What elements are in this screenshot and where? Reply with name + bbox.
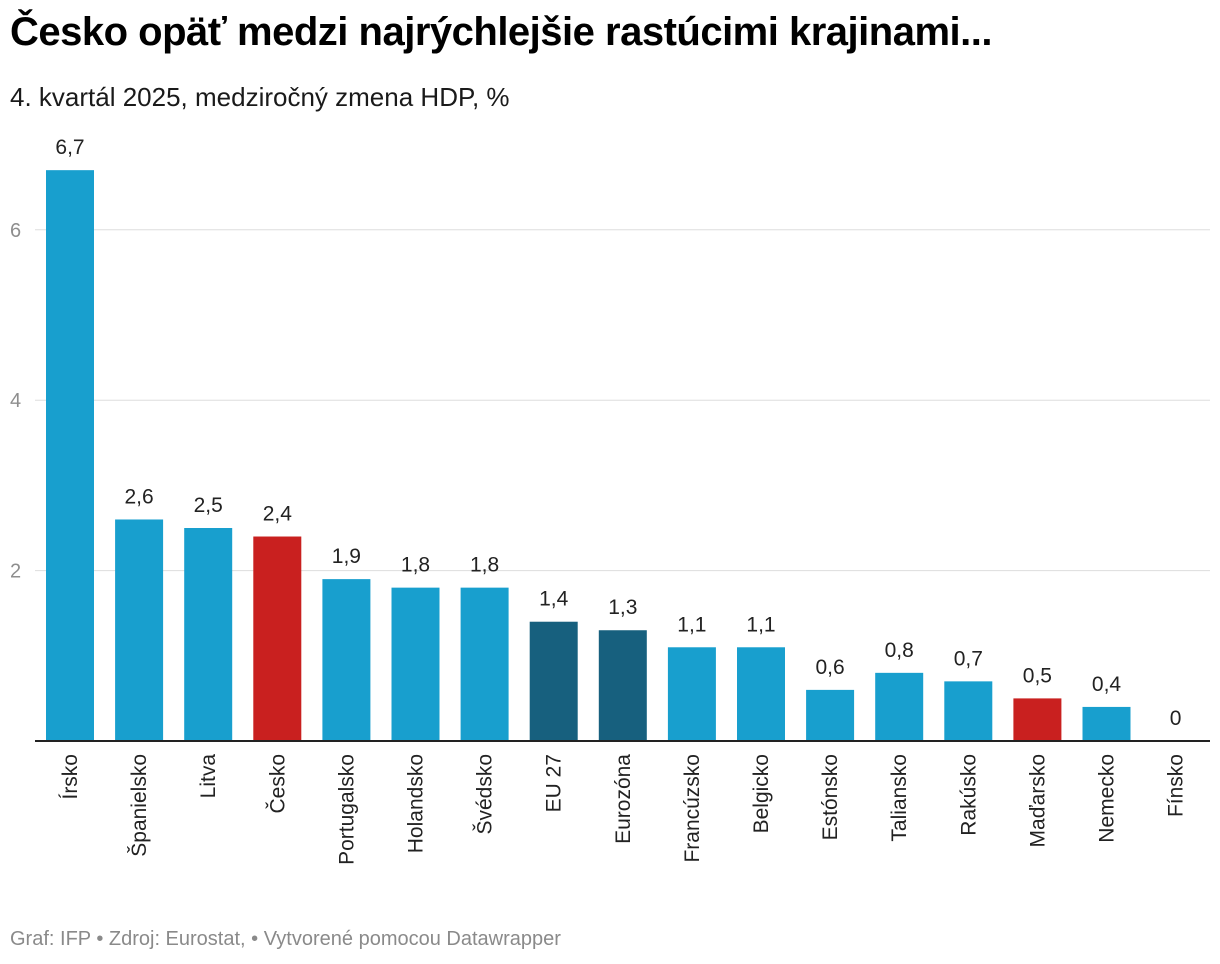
bar [529,621,578,741]
value-label: 1,4 [539,588,569,611]
y-tick-label: 2 [10,561,21,583]
bar [944,681,993,741]
bar-chart: 2 4 6 6,7 Írsko 2,6 Španielsko 2,5 Litva 2,4 Česk… [10,136,1210,865]
value-label: 0,4 [1092,673,1122,696]
bar [184,528,233,741]
bar [1082,706,1131,741]
bar [460,587,509,741]
category-label: Fínsko [1165,754,1188,817]
bar [253,536,302,741]
value-label: 1,9 [332,545,361,568]
category-label: Rakúsko [957,754,980,836]
bar [806,689,855,741]
bar [667,647,716,741]
value-label: 0,6 [815,656,844,679]
category-label: Portugalsko [335,754,358,865]
value-label: 2,5 [194,494,223,517]
category-label: Česko [266,754,289,814]
category-label: Estónsko [819,754,842,840]
bar-layer [46,170,1131,741]
category-label: Nemecko [1096,754,1119,843]
value-label: 1,1 [677,613,706,636]
bar [391,587,440,741]
value-label: 0,5 [1023,664,1052,687]
value-label: 1,1 [746,613,775,636]
value-label: 0 [1170,707,1182,730]
value-label: 1,8 [470,554,499,577]
category-label: Eurozóna [612,754,635,844]
category-label: Španielsko [128,754,151,857]
bar [46,170,94,741]
category-label: Švédsko [474,754,497,835]
category-label: Francúzsko [681,754,704,863]
chart-footer: Graf: IFP • Zdroj: Eurostat, • Vytvorené… [10,928,561,950]
value-label: 0,8 [885,639,914,662]
category-label: Taliansko [888,754,911,842]
category-label: Írsko [59,754,82,800]
category-label: Maďarsko [1026,754,1049,847]
category-label: Holandsko [405,754,428,853]
bar [875,672,924,741]
category-label: Litva [197,754,220,799]
y-tick-label: 4 [10,390,21,412]
bar [598,630,647,741]
bar [115,519,164,741]
value-label: 0,7 [954,647,983,670]
value-label: 1,3 [608,596,637,619]
bar [737,647,785,741]
value-label: 6,7 [55,136,84,159]
value-label: 1,8 [401,554,430,577]
category-label: EU 27 [543,754,566,812]
label-layer: 6,7 Írsko 2,6 Španielsko 2,5 Litva 2,4 Česko 1,9… [35,136,1210,865]
y-tick-label: 6 [10,220,21,242]
bar [322,579,371,741]
value-label: 2,4 [263,503,293,526]
chart-subtitle: 4. kvartál 2025, medziročný zmena HDP, % [10,82,510,112]
category-label: Belgicko [750,754,773,833]
chart-title: Česko opäť medzi najrýchlejšie rastúcimi… [10,10,992,54]
value-label: 2,6 [124,485,153,508]
bar [1013,698,1062,741]
